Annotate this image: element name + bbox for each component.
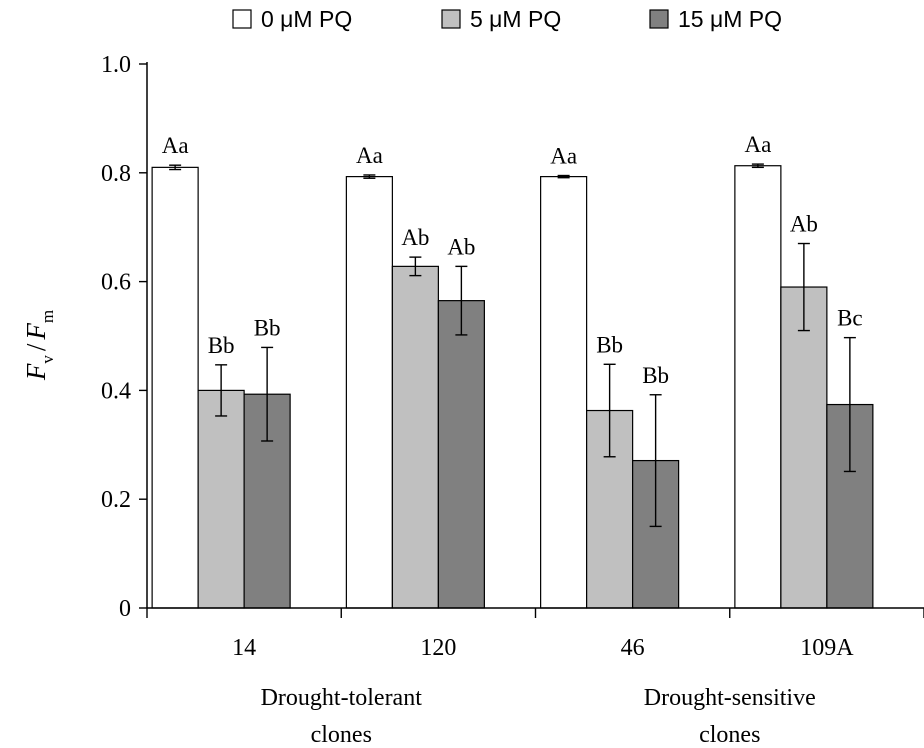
y-tick-label-3: 0.6 (101, 270, 131, 296)
y-tick-label-2: 0.4 (101, 378, 131, 404)
x-tick-label-14: 14 (232, 635, 256, 661)
y-tick-label-5: 1.0 (101, 52, 131, 78)
significance-label-109A-series-0: Aa (744, 132, 771, 157)
bar-120-series-1 (391, 265, 439, 609)
bar-14-series-1 (197, 389, 245, 609)
y-axis-label-main-2: F (21, 323, 51, 341)
bars (151, 165, 874, 609)
significance-label-46-series-2: Bb (642, 363, 669, 388)
y-axis-label: Fv / Fm (21, 310, 57, 381)
bar-120-series-2 (437, 300, 485, 609)
group-label-1-line-1: Drought-sensitive (644, 685, 816, 711)
y-tick-label-1: 0.2 (101, 487, 131, 513)
bar-109A-series-1 (780, 286, 828, 609)
bar-46-series-0 (540, 176, 588, 609)
significance-label-109A-series-2: Bc (837, 306, 863, 331)
group-labels: Drought-tolerant clones Drought-sensitive c… (261, 685, 816, 748)
legend-swatch-series-1 (441, 9, 461, 29)
significance-label-46-series-1: Bb (596, 332, 623, 357)
y-axis-label-sub-2: m (38, 310, 57, 323)
group-label-1-line-2: clones (699, 722, 760, 748)
legend: 0 μM PQ 5 μM PQ 15 μM PQ (232, 6, 782, 32)
significance-label-46-series-0: Aa (550, 144, 577, 169)
significance-label-14-series-1: Bb (208, 333, 235, 358)
legend-swatch-series-0 (232, 9, 252, 29)
x-tick-label-120: 120 (420, 635, 456, 661)
bar-109A-series-0 (734, 165, 782, 609)
significance-label-14-series-0: Aa (162, 133, 189, 158)
significance-labels: Aa Bb Bb Aa Ab Ab Aa Bb Bb Aa Ab Bc (162, 132, 863, 388)
significance-label-14-series-2: Bb (254, 315, 281, 340)
legend-label-series-1: 5 μM PQ (470, 6, 561, 32)
y-axis-label-separator: / (21, 343, 51, 351)
x-tick-label-109A: 109A (800, 635, 854, 661)
x-tick-label-46: 46 (621, 635, 645, 661)
x-ticks: 14 120 46 109A (146, 608, 924, 661)
significance-label-109A-series-1: Ab (790, 212, 818, 237)
y-ticks: 0 0.2 0.4 0.6 0.8 1.0 (101, 52, 147, 622)
bar-14-series-0 (151, 166, 199, 609)
significance-label-120-series-1: Ab (401, 225, 429, 250)
significance-label-120-series-2: Ab (447, 234, 475, 259)
legend-label-series-2: 15 μM PQ (678, 6, 782, 32)
group-label-0-line-2: clones (311, 722, 372, 748)
legend-label-series-0: 0 μM PQ (261, 6, 352, 32)
significance-label-120-series-0: Aa (356, 143, 383, 168)
group-label-0-line-1: Drought-tolerant (261, 685, 423, 711)
error-bars (169, 163, 856, 528)
y-tick-label-4: 0.8 (101, 161, 131, 187)
bar-120-series-0 (345, 176, 393, 609)
y-tick-label-0: 0 (119, 596, 131, 622)
y-axis-label-main-1: F (21, 363, 51, 381)
y-axis-label-sub-1: v (38, 355, 57, 364)
legend-swatch-series-2 (649, 9, 669, 29)
